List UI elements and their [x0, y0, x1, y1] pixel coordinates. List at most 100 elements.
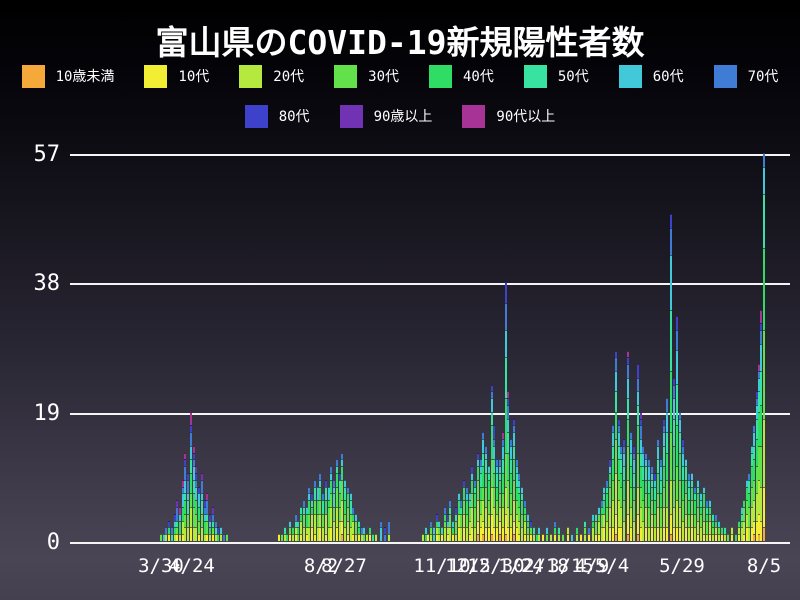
- bar-segment-50代: [513, 445, 515, 460]
- bar-segment-70代: [499, 459, 501, 467]
- bar-segment-60代: [477, 459, 479, 467]
- bar-segment-40代: [612, 459, 614, 480]
- bar-segment-20代: [550, 534, 552, 541]
- bar-segment-40代: [524, 507, 526, 514]
- legend-item: 20代: [239, 64, 304, 88]
- bar-segment-20代: [741, 527, 743, 541]
- bar-segment-70代: [748, 472, 750, 480]
- bar-segment-40代: [609, 472, 611, 487]
- bar-segment-50代: [284, 527, 286, 535]
- bar-segment-30代: [505, 452, 507, 487]
- bar-segment-40代: [328, 500, 330, 507]
- bar-segment-70代: [588, 527, 590, 535]
- legend-label: 80代: [278, 109, 310, 125]
- bar-segment-30代: [444, 520, 446, 528]
- bar-segment-20代: [533, 534, 535, 541]
- bar-segment-30代: [623, 500, 625, 521]
- bar-segment-80代: [673, 377, 675, 385]
- bar-segment-50代: [533, 527, 535, 535]
- bar-segment-20代: [507, 506, 509, 528]
- bar-segment-10代: [598, 534, 600, 541]
- bar-segment-20代: [466, 527, 468, 541]
- bar-segment-60代: [618, 432, 620, 446]
- bar-segment-60代: [609, 466, 611, 473]
- bar-segment-20代: [606, 520, 608, 541]
- bar-segment-10代: [673, 527, 675, 541]
- bar-segment-10代: [352, 534, 354, 541]
- bar-segment-30代: [654, 513, 656, 528]
- bar-segment-20代: [627, 479, 629, 514]
- bar-segment-10代: [477, 520, 479, 535]
- bar-segment-80代: [471, 466, 473, 473]
- bar-segment-60代: [209, 520, 211, 528]
- bar-segment-60代: [174, 520, 176, 528]
- bar: [670, 214, 672, 541]
- bar-segment-40代: [480, 486, 482, 501]
- grid-line-38: [70, 283, 790, 286]
- bar-segment-40代: [179, 520, 181, 535]
- bar-segment-70代: [612, 425, 614, 433]
- bar-segment-60代: [471, 472, 473, 480]
- bar-segment-70代: [618, 425, 620, 433]
- bar-segment-50代: [339, 479, 341, 494]
- bar-segment-20代: [706, 534, 708, 541]
- x-tick-label: 8/5: [746, 555, 782, 577]
- bar-segment-30代: [751, 486, 753, 507]
- bar-segment-70代: [496, 459, 498, 467]
- bar-segment-10代: [676, 527, 678, 541]
- bar-segment-50代: [496, 472, 498, 487]
- bar-segment-90代以上: [193, 445, 195, 453]
- legend-swatch-7: [713, 64, 737, 88]
- bar-segment-60代: [758, 377, 760, 392]
- bar-segment-90代以上: [627, 350, 629, 358]
- bar-segment-40代: [618, 459, 620, 480]
- bar-segment-30代: [676, 466, 678, 501]
- bar-segment-10代: [645, 527, 647, 541]
- x-tick-label: 1/24: [498, 555, 544, 577]
- bar-segment-40代: [341, 466, 343, 480]
- bar-segment-50代: [311, 500, 313, 507]
- bar-segment-40代: [344, 500, 346, 514]
- bar-segment-40代: [657, 472, 659, 494]
- bar: [444, 507, 446, 541]
- bar-segment-30代: [206, 520, 208, 535]
- bar: [748, 472, 750, 541]
- bar-segment-50代: [325, 486, 327, 501]
- bar: [160, 534, 162, 541]
- bar-segment-30代: [651, 500, 653, 514]
- bar-segment-50代: [724, 527, 726, 535]
- legend-label: 60代: [652, 69, 684, 85]
- bar-segment-20代: [527, 534, 529, 541]
- bar-segment-40代: [592, 520, 594, 528]
- bar: [743, 500, 745, 541]
- bar-segment-10代: [499, 520, 501, 535]
- bar: [375, 534, 377, 541]
- bar-segment-80代: [493, 425, 495, 439]
- bar-segment-50代: [505, 357, 507, 399]
- bar-segment-40代: [300, 513, 302, 521]
- bar-segment-70代: [171, 527, 173, 535]
- bar-segment-60代: [344, 479, 346, 487]
- bar-segment-30代: [666, 479, 668, 507]
- bar-segment-10代: [763, 486, 765, 528]
- bar-segment-20代: [700, 527, 702, 541]
- bar-segment-40代: [709, 507, 711, 514]
- bar: [171, 527, 173, 541]
- bar-segment-50代: [201, 500, 203, 514]
- bar-segment-60代: [469, 493, 471, 501]
- legend-label: 90歳以上: [373, 109, 433, 125]
- bar-segment-40代: [485, 472, 487, 487]
- bar-segment-80代: [455, 507, 457, 514]
- bar-segment-70代: [444, 507, 446, 514]
- bar-segment-40代: [474, 493, 476, 507]
- bar: [339, 472, 341, 541]
- bar-segment-30代: [595, 520, 597, 535]
- legend-swatch-10: [462, 104, 486, 128]
- bar-segment-70代: [206, 500, 208, 514]
- bar: [193, 445, 195, 541]
- bar-segment-50代: [358, 520, 360, 528]
- bar-segment-20代: [165, 534, 167, 541]
- bar-segment-60代: [433, 527, 435, 535]
- bar-segment-60代: [642, 452, 644, 467]
- bar-segment-70代: [637, 377, 639, 392]
